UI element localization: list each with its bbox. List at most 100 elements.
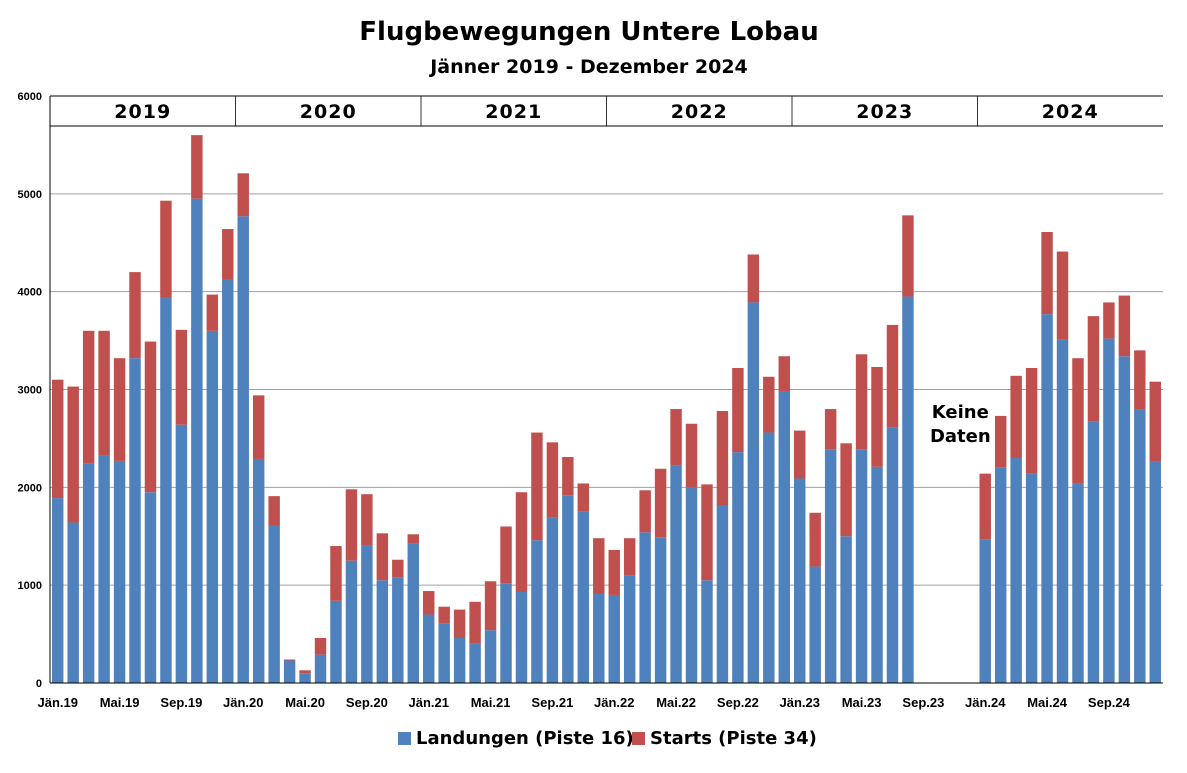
year-label-2022: 2022 (671, 101, 728, 123)
bar-landungen-70 (1134, 409, 1146, 683)
bar-landungen-68 (1103, 338, 1115, 683)
bar-landungen-25 (438, 623, 450, 683)
bar-starts-4 (113, 358, 126, 461)
bar-starts-23 (407, 534, 419, 544)
bar-starts-1 (67, 386, 79, 523)
bar-starts-8 (175, 329, 188, 425)
bar-starts-34 (577, 483, 590, 512)
bar-landungen-1 (67, 522, 79, 683)
bar-landungen-17 (314, 654, 327, 683)
bar-landungen-28 (484, 630, 497, 683)
x-tick-label-6: Jän.21 (408, 695, 448, 710)
bar-starts-60 (979, 473, 991, 540)
bar-landungen-47 (778, 391, 790, 683)
bar-landungen-50 (824, 449, 837, 683)
bar-landungen-49 (809, 566, 821, 683)
y-axis-ticks: 0 1000 2000 3000 4000 5000 6000 (18, 91, 42, 690)
bar-starts-44 (732, 367, 744, 453)
y-tick-label-6000: 6000 (18, 91, 42, 103)
bar-starts-29 (500, 526, 512, 584)
y-tick-label-1000: 1000 (18, 580, 42, 592)
axes (49, 96, 1163, 684)
bar-starts-64 (1041, 231, 1053, 315)
bar-landungen-41 (685, 487, 698, 683)
legend: Landungen (Piste 16) Starts (Piste 34) (398, 728, 817, 749)
bar-landungen-65 (1056, 339, 1069, 683)
bar-landungen-6 (144, 492, 157, 683)
x-tick-label-7: Mai.21 (471, 695, 511, 710)
bar-starts-52 (855, 354, 868, 450)
bar-starts-19 (345, 489, 358, 561)
bar-starts-67 (1087, 316, 1100, 422)
bar-landungen-55 (902, 296, 914, 683)
bar-landungen-64 (1041, 314, 1053, 683)
bar-starts-37 (623, 538, 636, 576)
bar-starts-65 (1056, 251, 1069, 340)
annotation-line-0: Keine (932, 402, 989, 423)
bar-landungen-2 (82, 463, 95, 683)
bar-landungen-37 (623, 575, 636, 683)
bar-starts-43 (716, 411, 729, 506)
bar-starts-53 (871, 366, 883, 467)
bar-landungen-11 (222, 279, 234, 683)
bar-starts-12 (237, 173, 249, 217)
bar-starts-0 (52, 379, 64, 499)
bar-starts-9 (191, 135, 203, 199)
bar-landungen-24 (423, 614, 435, 683)
bar-landungen-19 (345, 560, 358, 683)
y-tick-label-5000: 5000 (18, 189, 42, 201)
bar-starts-20 (361, 494, 373, 546)
x-tick-label-15: Jän.24 (965, 695, 1006, 710)
bar-starts-17 (314, 637, 327, 655)
year-label-2021: 2021 (485, 101, 542, 123)
bar-starts-3 (98, 330, 110, 456)
x-axis-ticks: Jän.19 Mai.19 Sep.19 Jän.20 Mai.20 Sep.20 Jän.… (37, 695, 1130, 710)
annotation: Keine Daten (930, 402, 991, 447)
bar-starts-7 (160, 200, 172, 298)
bar-starts-2 (82, 330, 95, 464)
bar-landungen-29 (500, 583, 512, 683)
legend-label-landungen: Landungen (Piste 16) (416, 728, 634, 749)
x-tick-label-3: Jän.20 (223, 695, 263, 710)
bar-starts-46 (763, 376, 775, 433)
bar-starts-35 (593, 538, 605, 594)
bar-starts-14 (268, 496, 280, 526)
bar-landungen-16 (299, 673, 311, 683)
bar-starts-33 (562, 457, 574, 496)
annotation-line-1: Daten (930, 426, 991, 447)
bar-landungen-27 (469, 643, 481, 683)
bar-starts-36 (608, 549, 620, 595)
bar-starts-22 (392, 559, 404, 578)
x-tick-label-12: Jän.23 (779, 695, 819, 710)
bar-landungen-66 (1072, 483, 1084, 683)
bar-starts-68 (1103, 302, 1115, 339)
bar-starts-5 (129, 272, 141, 359)
x-tick-label-17: Sep.24 (1088, 695, 1131, 710)
bar-landungen-45 (747, 302, 760, 683)
bar-landungen-9 (191, 198, 203, 683)
bar-landungen-38 (639, 532, 651, 683)
bar-starts-71 (1149, 381, 1161, 462)
bar-landungen-3 (98, 455, 110, 683)
bar-landungen-71 (1149, 461, 1161, 683)
bar-starts-24 (423, 591, 435, 615)
x-tick-label-4: Mai.20 (285, 695, 325, 710)
bar-starts-49 (809, 512, 821, 567)
bar-landungen-13 (252, 458, 265, 683)
bar-landungen-8 (175, 424, 188, 683)
chart-title: Flugbewegungen Untere Lobau (359, 17, 818, 47)
bar-starts-70 (1134, 350, 1146, 410)
bar-starts-11 (222, 229, 234, 280)
bar-landungen-54 (886, 427, 899, 683)
bar-starts-55 (902, 215, 914, 297)
y-tick-label-2000: 2000 (18, 482, 42, 494)
bar-landungen-44 (732, 452, 744, 683)
bar-starts-42 (701, 484, 713, 581)
grid (50, 193, 1163, 586)
year-label-2019: 2019 (114, 101, 171, 123)
bar-starts-10 (206, 294, 219, 331)
bar-starts-18 (330, 546, 342, 601)
bar-landungen-7 (160, 297, 172, 683)
bar-landungen-63 (1025, 473, 1038, 683)
